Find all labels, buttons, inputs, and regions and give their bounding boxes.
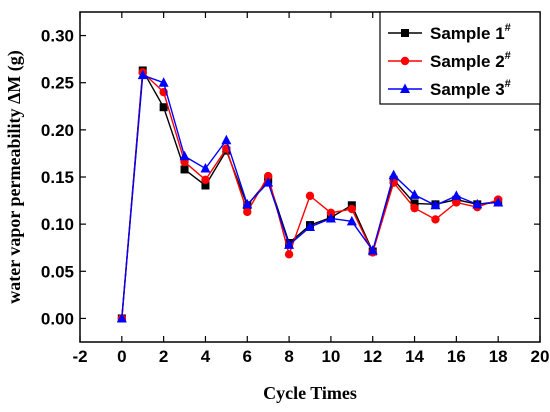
x-tick-label: 16 <box>447 347 466 366</box>
legend-label-name: Sample 3 <box>430 80 505 99</box>
data-point <box>243 207 252 217</box>
data-point <box>347 204 357 214</box>
data-point <box>367 245 378 255</box>
y-tick-label: 0.20 <box>41 121 74 140</box>
data-point <box>179 150 190 161</box>
x-tick-label: -2 <box>72 347 87 366</box>
data-point <box>201 175 210 185</box>
data-point <box>326 208 336 218</box>
data-point <box>452 198 461 207</box>
legend-marker <box>400 83 410 93</box>
data-point <box>410 203 419 213</box>
data-point <box>284 239 295 249</box>
data-point <box>472 198 483 209</box>
data-point <box>116 312 127 323</box>
data-point <box>263 171 273 181</box>
y-tick-label: 0.05 <box>41 262 74 281</box>
data-point <box>200 163 211 173</box>
legend-label-name: Sample 2 <box>430 52 505 71</box>
y-axis-title: water vapor permeability ΔM (g) <box>4 50 25 304</box>
data-point <box>137 69 148 80</box>
y-tick-label: 0.25 <box>41 74 74 93</box>
legend-label: Sample 1# <box>430 22 511 43</box>
x-tick-label: 4 <box>201 347 211 366</box>
data-point <box>180 165 189 174</box>
x-tick-label: 12 <box>363 347 382 366</box>
legend-label-superscript: # <box>505 78 511 90</box>
y-tick-label: 0.15 <box>41 168 74 187</box>
x-tick-label: 2 <box>159 347 168 366</box>
data-point <box>305 191 315 201</box>
x-tick-label: 18 <box>489 347 508 366</box>
data-point <box>431 215 440 224</box>
y-tick-label: 0.00 <box>41 309 74 328</box>
axis-ticks: -2 0 2 4 6 8 10 12 14 16 18 20 0.00 0.05 0.10 0.15 0.20 0… <box>41 12 550 366</box>
x-tick-label: 10 <box>321 347 340 366</box>
data-point <box>242 198 253 209</box>
x-tick-label: 20 <box>531 347 550 366</box>
legend-label: Sample 3# <box>430 78 511 99</box>
y-tick-label: 0.10 <box>41 215 74 234</box>
x-tick-label: 14 <box>405 347 424 366</box>
series-3 <box>116 69 504 323</box>
y-tick-label: 0.30 <box>41 27 74 46</box>
legend-label-name: Sample 1 <box>430 24 505 43</box>
legend-label-superscript: # <box>505 50 511 62</box>
data-point <box>284 250 294 259</box>
x-axis-title: Cycle Times <box>263 383 357 403</box>
data-point <box>158 77 169 87</box>
data-point <box>388 169 399 180</box>
legend-label-superscript: # <box>505 22 511 34</box>
series-layer <box>116 66 504 323</box>
legend-label: Sample 2# <box>430 50 511 71</box>
data-point <box>305 221 315 231</box>
legend: Sample 1#Sample 2#Sample 3# <box>379 11 541 105</box>
data-point <box>263 177 274 187</box>
data-point <box>201 181 210 190</box>
data-point <box>346 215 357 226</box>
series-2 <box>117 68 503 323</box>
data-point <box>325 212 336 223</box>
data-point <box>493 196 504 207</box>
data-point <box>221 134 232 145</box>
data-point <box>430 199 441 210</box>
data-point <box>410 199 419 208</box>
x-tick-label: 8 <box>284 347 293 366</box>
data-point <box>451 190 462 200</box>
data-point <box>159 103 168 112</box>
legend-marker <box>400 56 410 66</box>
legend-marker <box>401 29 409 37</box>
x-tick-label: 0 <box>117 347 126 366</box>
x-tick-label: 6 <box>243 347 252 366</box>
data-point <box>409 189 420 199</box>
